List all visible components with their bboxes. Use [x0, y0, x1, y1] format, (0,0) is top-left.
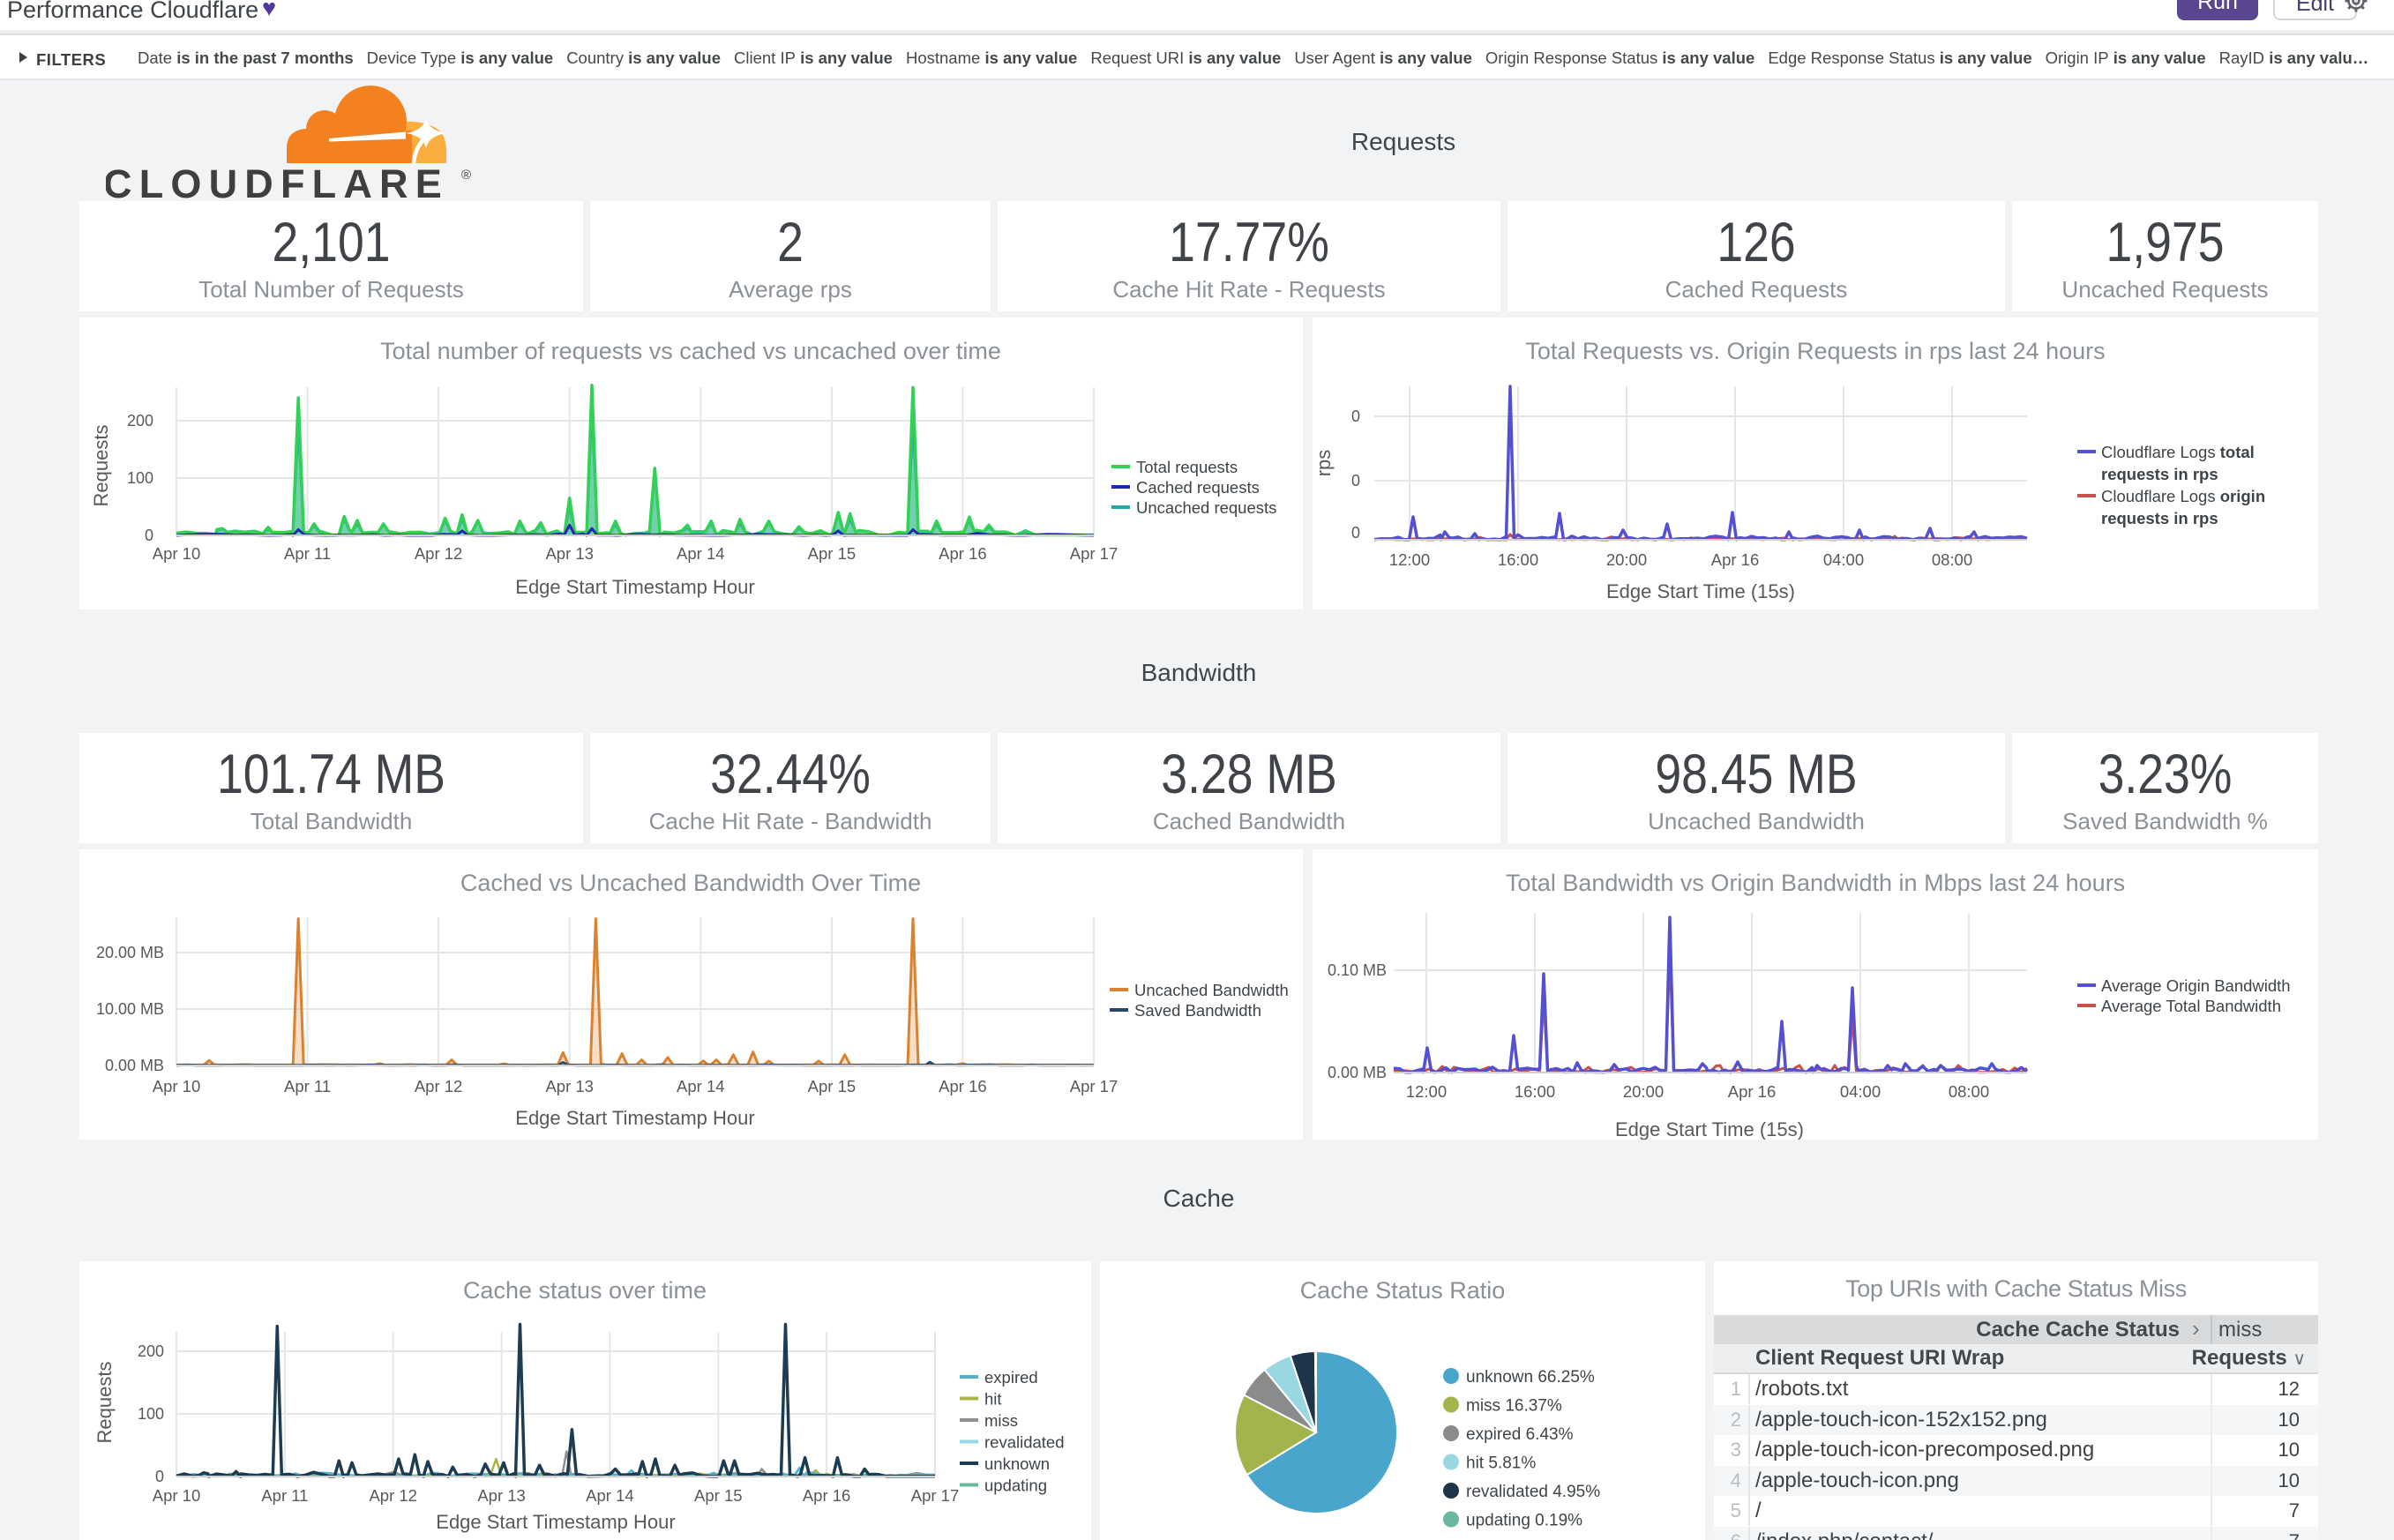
svg-text:hit 5.81%: hit 5.81%	[1466, 1454, 1536, 1473]
svg-text:Apr 16: Apr 16	[803, 1486, 851, 1505]
svg-text:Total Bandwidth vs Origin Band: Total Bandwidth vs Origin Bandwidth in M…	[1506, 870, 2125, 896]
svg-text:updating 0.19%: updating 0.19%	[1466, 1512, 1582, 1530]
svg-text:200: 200	[138, 1342, 164, 1360]
svg-text:updating: updating	[984, 1476, 1047, 1495]
svg-text:requests in rps: requests in rps	[2101, 509, 2218, 527]
svg-text:Apr 12: Apr 12	[369, 1486, 417, 1505]
svg-text:Average Total Bandwidth: Average Total Bandwidth	[2101, 997, 2281, 1015]
svg-text:Apr 11: Apr 11	[284, 544, 331, 563]
svg-text:Apr 13: Apr 13	[477, 1486, 526, 1505]
svg-text:Saved Bandwidth: Saved Bandwidth	[1134, 1001, 1261, 1020]
svg-text:0.00 MB: 0.00 MB	[1328, 1064, 1387, 1081]
svg-text:Cloudflare Logs origin: Cloudflare Logs origin	[2101, 487, 2265, 505]
svg-text:Requests: Requests	[90, 425, 112, 507]
svg-text:12:00: 12:00	[1389, 550, 1430, 569]
svg-text:200: 200	[127, 412, 153, 430]
svg-text:20:00: 20:00	[1606, 550, 1647, 569]
svg-text:Apr 15: Apr 15	[808, 544, 857, 563]
svg-text:Apr 14: Apr 14	[677, 1077, 725, 1095]
svg-text:100: 100	[127, 469, 153, 487]
svg-text:Uncached requests: Uncached requests	[1136, 498, 1276, 517]
svg-text:Cached requests: Cached requests	[1136, 478, 1260, 497]
svg-text:Cached vs Uncached Bandwidth O: Cached vs Uncached Bandwidth Over Time	[460, 870, 921, 896]
svg-text:Edge Start Time (15s): Edge Start Time (15s)	[1615, 1118, 1804, 1140]
svg-text:0: 0	[1351, 407, 1360, 425]
svg-text:Apr 16: Apr 16	[939, 544, 987, 563]
svg-text:Uncached Bandwidth: Uncached Bandwidth	[1134, 981, 1289, 999]
svg-text:Apr 17: Apr 17	[1070, 1077, 1118, 1095]
svg-text:Cloudflare Logs total: Cloudflare Logs total	[2101, 443, 2255, 461]
svg-text:Apr 11: Apr 11	[284, 1077, 331, 1095]
svg-text:16:00: 16:00	[1515, 1082, 1555, 1101]
svg-text:Edge Start Timestamp Hour: Edge Start Timestamp Hour	[436, 1511, 675, 1533]
svg-text:Total number of requests vs ca: Total number of requests vs cached vs un…	[380, 338, 1001, 364]
svg-text:expired: expired	[984, 1368, 1038, 1387]
svg-text:revalidated: revalidated	[984, 1433, 1065, 1452]
svg-text:Cache Status Ratio: Cache Status Ratio	[1300, 1277, 1506, 1304]
svg-text:100: 100	[138, 1405, 164, 1423]
svg-text:Apr 16: Apr 16	[1711, 550, 1760, 569]
svg-text:Apr 13: Apr 13	[545, 1077, 594, 1095]
svg-text:Edge Start Time (15s): Edge Start Time (15s)	[1606, 580, 1795, 602]
svg-text:Apr 11: Apr 11	[261, 1486, 308, 1505]
svg-text:expired 6.43%: expired 6.43%	[1466, 1425, 1574, 1444]
svg-text:08:00: 08:00	[1932, 550, 1972, 569]
svg-text:requests in rps: requests in rps	[2101, 465, 2218, 483]
svg-text:0: 0	[145, 527, 153, 544]
svg-text:Apr 14: Apr 14	[586, 1486, 634, 1505]
svg-text:0: 0	[1351, 524, 1360, 542]
svg-text:Apr 12: Apr 12	[415, 1077, 463, 1095]
svg-text:revalidated 4.95%: revalidated 4.95%	[1466, 1483, 1600, 1501]
svg-text:0: 0	[155, 1468, 164, 1485]
svg-text:Total requests: Total requests	[1136, 458, 1238, 476]
svg-text:Average Origin Bandwidth: Average Origin Bandwidth	[2101, 976, 2291, 995]
svg-text:Apr 13: Apr 13	[545, 544, 594, 563]
svg-text:0: 0	[1351, 472, 1360, 490]
svg-text:0.10 MB: 0.10 MB	[1328, 961, 1387, 979]
svg-text:20:00: 20:00	[1623, 1082, 1664, 1101]
svg-text:unknown 66.25%: unknown 66.25%	[1466, 1368, 1595, 1387]
svg-text:04:00: 04:00	[1840, 1082, 1881, 1101]
svg-text:CLOUDFLARE: CLOUDFLARE	[106, 161, 449, 198]
svg-text:Edge Start Timestamp Hour: Edge Start Timestamp Hour	[515, 1107, 754, 1129]
svg-text:12:00: 12:00	[1406, 1082, 1447, 1101]
svg-text:Cache status over time: Cache status over time	[463, 1277, 707, 1304]
svg-text:Apr 16: Apr 16	[939, 1077, 987, 1095]
svg-text:16:00: 16:00	[1498, 550, 1538, 569]
svg-text:Apr 16: Apr 16	[1728, 1082, 1777, 1101]
svg-text:unknown: unknown	[984, 1454, 1050, 1473]
svg-text:Apr 17: Apr 17	[1070, 544, 1118, 563]
svg-text:Apr 10: Apr 10	[153, 544, 201, 563]
svg-text:®: ®	[461, 168, 471, 183]
svg-text:Apr 10: Apr 10	[153, 1077, 201, 1095]
svg-text:20.00 MB: 20.00 MB	[96, 944, 164, 961]
svg-text:Apr 17: Apr 17	[911, 1486, 960, 1505]
svg-text:Apr 12: Apr 12	[415, 544, 463, 563]
svg-text:Apr 15: Apr 15	[808, 1077, 857, 1095]
svg-text:Edge Start Timestamp Hour: Edge Start Timestamp Hour	[515, 576, 754, 598]
svg-text:rps: rps	[1313, 450, 1335, 477]
svg-text:10.00 MB: 10.00 MB	[96, 1000, 164, 1018]
svg-text:04:00: 04:00	[1823, 550, 1864, 569]
svg-text:miss 16.37%: miss 16.37%	[1466, 1397, 1562, 1416]
svg-text:Apr 14: Apr 14	[677, 544, 725, 563]
svg-text:miss: miss	[984, 1411, 1018, 1430]
svg-text:hit: hit	[984, 1390, 1002, 1409]
svg-text:Apr 15: Apr 15	[694, 1486, 743, 1505]
svg-text:Requests: Requests	[94, 1362, 116, 1444]
svg-text:Apr 10: Apr 10	[153, 1486, 201, 1505]
svg-text:08:00: 08:00	[1949, 1082, 1989, 1101]
svg-text:Total Requests vs. Origin Requ: Total Requests vs. Origin Requests in rp…	[1525, 338, 2105, 364]
svg-text:0.00 MB: 0.00 MB	[105, 1057, 164, 1074]
